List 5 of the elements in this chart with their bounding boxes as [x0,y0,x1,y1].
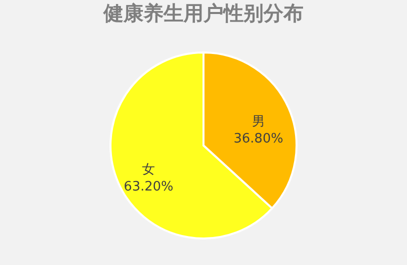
slice-label: 女 [142,162,156,178]
data-label: 36.80% [234,131,284,146]
chart-title: 健康养生用户性别分布 [102,1,304,25]
slice-label: 男 [252,114,265,130]
data-label: 63.20% [124,180,174,195]
